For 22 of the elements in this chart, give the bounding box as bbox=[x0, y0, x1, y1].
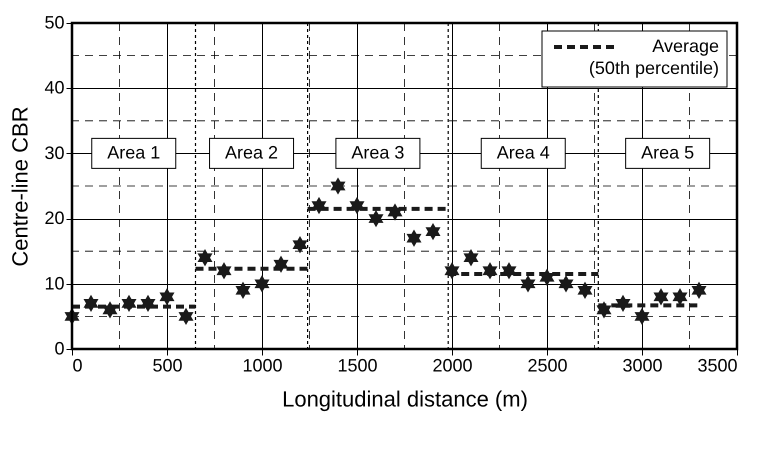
annotation: Area 3 bbox=[351, 142, 404, 162]
y-tick-label: 40 bbox=[44, 78, 64, 98]
y-tick-label: 0 bbox=[54, 338, 64, 358]
x-axis-title: Longitudinal distance (m) bbox=[282, 386, 528, 412]
annotation: Area 4 bbox=[496, 142, 550, 162]
annotation: Area 1 bbox=[107, 142, 160, 162]
x-tick-label: 1000 bbox=[242, 356, 283, 376]
x-tick-label: 3500 bbox=[697, 356, 738, 376]
x-tick-label: 2000 bbox=[432, 356, 473, 376]
x-tick-label: 500 bbox=[152, 356, 183, 376]
x-tick-label: 2500 bbox=[527, 356, 568, 376]
y-axis-title: Centre-line CBR bbox=[7, 106, 32, 267]
legend-label: Average (50th percentile) bbox=[588, 36, 719, 78]
y-tick-label: 20 bbox=[44, 208, 64, 228]
y-tick-label: 30 bbox=[44, 142, 64, 163]
y-tick-label: 10 bbox=[44, 273, 64, 294]
y-tick-label: 50 bbox=[44, 12, 64, 32]
x-tick-label: 0 bbox=[72, 356, 83, 376]
x-tick-label: 1500 bbox=[337, 356, 378, 376]
x-tick-label: 3000 bbox=[622, 356, 663, 376]
annotation: Area 2 bbox=[225, 142, 278, 162]
annotation: Area 5 bbox=[641, 142, 694, 162]
